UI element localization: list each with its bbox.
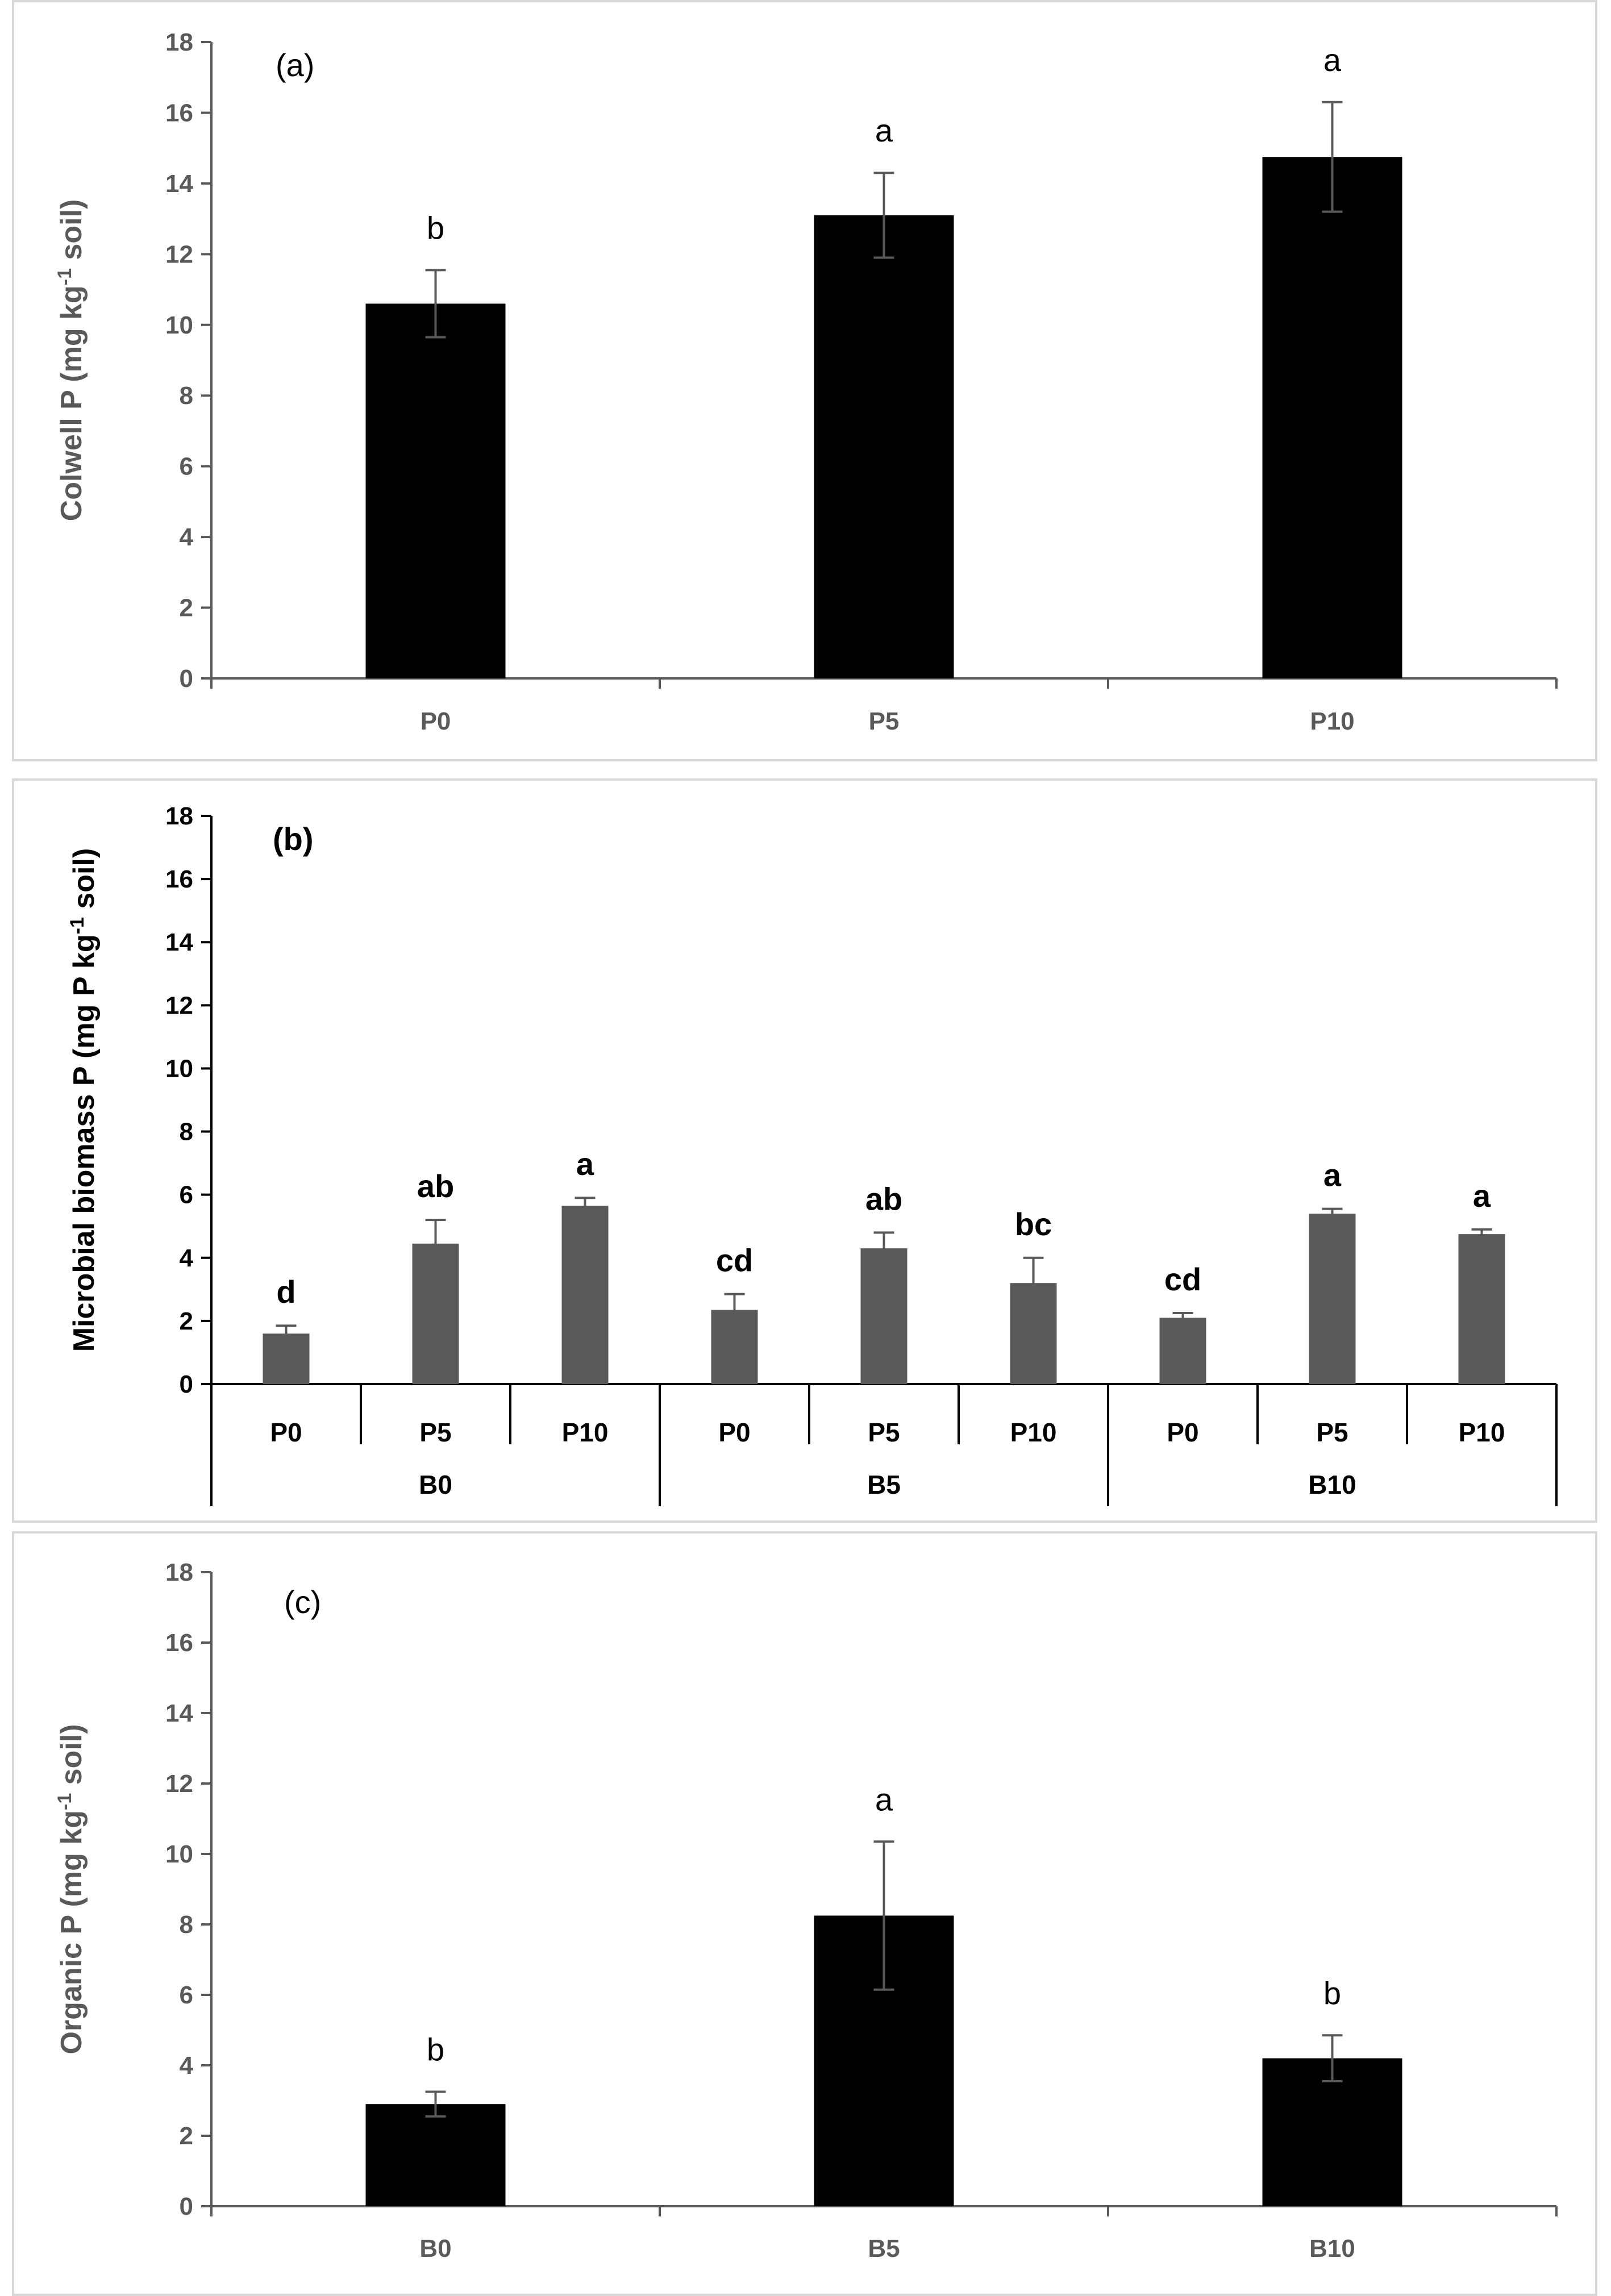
chart-panel-c: 0 2 4 6 8 10 12 14 16 18 Organic P (mg kg-1 soil) (… <box>12 1531 1597 2296</box>
significance-label: d <box>276 1274 295 1310</box>
panel-tag: (a) <box>276 47 314 83</box>
significance-label: bc <box>1015 1206 1052 1242</box>
y-axis-title-superscript: -1 <box>54 268 76 285</box>
y-tick-label: 18 <box>165 802 193 830</box>
x-tick-label: P0 <box>421 707 451 735</box>
chart-panel-b: 0 2 4 6 8 10 12 14 16 18 Microbial biomass P (mg P… <box>12 778 1597 1523</box>
x-tick-label: P0 <box>270 1418 302 1447</box>
y-tick-label: 8 <box>180 1911 193 1939</box>
significance-label: a <box>576 1146 594 1182</box>
y-tick-label: 2 <box>180 1307 193 1335</box>
y-tick-label: 6 <box>180 1981 193 2009</box>
significance-label: b <box>427 210 444 245</box>
y-tick-label: 16 <box>165 865 193 893</box>
significance-label: a <box>1323 1157 1342 1193</box>
y-axis-title-superscript: -1 <box>54 1793 76 1810</box>
bar <box>1262 2058 1402 2206</box>
y-axis-title: Organic P (mg kg-1 soil) <box>54 1724 88 2054</box>
significance-label: b <box>427 2032 444 2068</box>
significance-label: cd <box>716 1243 753 1278</box>
x-tick-label: P5 <box>419 1418 451 1447</box>
significance-label: b <box>1323 1975 1341 2011</box>
y-axis-title-units: soil) <box>55 199 88 268</box>
bar <box>814 215 954 678</box>
x-tick-label: P5 <box>869 707 900 735</box>
y-tick-label: 8 <box>180 382 193 410</box>
chart-a-svg: 0 2 4 6 8 10 12 14 16 18 Colwell P (mg kg-1 soil) (… <box>54 28 1558 735</box>
x-tick-label: P0 <box>1167 1418 1198 1447</box>
significance-label: a <box>875 1781 893 1817</box>
y-tick-label: 10 <box>165 311 193 339</box>
significance-label: ab <box>417 1168 454 1204</box>
x-tick-label: P5 <box>868 1418 900 1447</box>
y-tick-label: 16 <box>165 99 193 127</box>
y-tick-label: 4 <box>180 1244 194 1272</box>
x-tick-label: P10 <box>1310 707 1354 735</box>
y-tick-label: 0 <box>180 2193 193 2220</box>
y-tick-label: 6 <box>180 1181 193 1209</box>
y-tick-label: 8 <box>180 1118 193 1146</box>
y-tick-label: 10 <box>165 1840 193 1868</box>
x-tick-label: P5 <box>1316 1418 1348 1447</box>
y-tick-label: 12 <box>165 240 193 268</box>
y-tick-label: 18 <box>165 28 193 56</box>
y-axis-title: Microbial biomass P (mg P kg-1 soil) <box>66 848 101 1352</box>
x-tick-label: P10 <box>1459 1418 1505 1447</box>
x-tick-label: B0 <box>419 2235 451 2262</box>
panel-tag: (b) <box>273 821 314 857</box>
bar <box>365 2104 506 2206</box>
bar <box>1458 1234 1505 1384</box>
y-axis-title-main: Microbial biomass P (mg P kg <box>68 934 101 1352</box>
group-label: B10 <box>1308 1470 1356 1499</box>
y-tick-label: 18 <box>165 1559 193 1586</box>
y-tick-label: 12 <box>165 991 193 1019</box>
significance-label: a <box>1473 1178 1491 1214</box>
significance-label: a <box>1323 42 1342 78</box>
y-tick-label: 12 <box>165 1770 193 1798</box>
y-tick-label: 4 <box>180 2052 194 2080</box>
y-tick-label: 14 <box>165 1699 193 1727</box>
bar <box>365 303 506 678</box>
bar <box>561 1206 609 1384</box>
x-tick-label: B10 <box>1309 2235 1355 2262</box>
y-axis-title: Colwell P (mg kg-1 soil) <box>54 199 88 522</box>
panel-tag: (c) <box>284 1584 321 1620</box>
y-axis-title-main: Colwell P (mg kg <box>55 285 88 521</box>
x-tick-label: P10 <box>562 1418 609 1447</box>
bar <box>860 1248 908 1384</box>
y-tick-label: 0 <box>180 1370 193 1398</box>
significance-label: a <box>875 112 893 148</box>
y-axis-title-superscript: -1 <box>66 917 88 934</box>
x-tick-label: P0 <box>718 1418 750 1447</box>
y-tick-label: 4 <box>180 523 194 551</box>
group-label: B5 <box>867 1470 901 1499</box>
y-axis-title-units: soil) <box>55 1724 88 1793</box>
significance-label: ab <box>865 1181 902 1216</box>
chart-b-svg: 0 2 4 6 8 10 12 14 16 18 Microbial biomass P (mg P… <box>66 802 1558 1506</box>
y-axis-title-main: Organic P (mg kg <box>55 1810 88 2055</box>
y-tick-label: 16 <box>165 1629 193 1657</box>
y-tick-label: 6 <box>180 453 193 481</box>
y-tick-label: 14 <box>165 170 193 198</box>
bar <box>1159 1318 1206 1384</box>
chart-c-svg: 0 2 4 6 8 10 12 14 16 18 Organic P (mg kg-1 soil) (… <box>54 1559 1558 2262</box>
x-tick-label: B5 <box>868 2235 900 2262</box>
significance-label: cd <box>1164 1261 1201 1297</box>
y-tick-label: 10 <box>165 1055 193 1082</box>
group-label: B0 <box>419 1470 452 1499</box>
x-tick-label: P10 <box>1010 1418 1057 1447</box>
y-tick-label: 2 <box>180 2122 193 2150</box>
chart-panel-a: 0 2 4 6 8 10 12 14 16 18 Colwell P (mg kg-1 soil) (… <box>12 0 1597 761</box>
y-tick-label: 0 <box>180 665 193 693</box>
bar <box>1309 1214 1356 1384</box>
y-axis-title-units: soil) <box>68 848 101 917</box>
y-tick-label: 2 <box>180 594 193 622</box>
bar <box>1262 157 1402 678</box>
y-tick-label: 14 <box>165 928 193 956</box>
